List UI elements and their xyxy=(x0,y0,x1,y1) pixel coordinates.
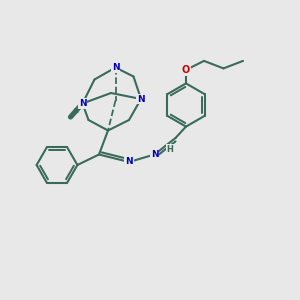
Text: N: N xyxy=(112,63,119,72)
Text: H: H xyxy=(167,145,173,154)
Text: N: N xyxy=(79,99,86,108)
Text: O: O xyxy=(182,65,190,75)
Text: N: N xyxy=(151,150,158,159)
Text: N: N xyxy=(137,94,145,103)
Text: N: N xyxy=(125,158,133,166)
